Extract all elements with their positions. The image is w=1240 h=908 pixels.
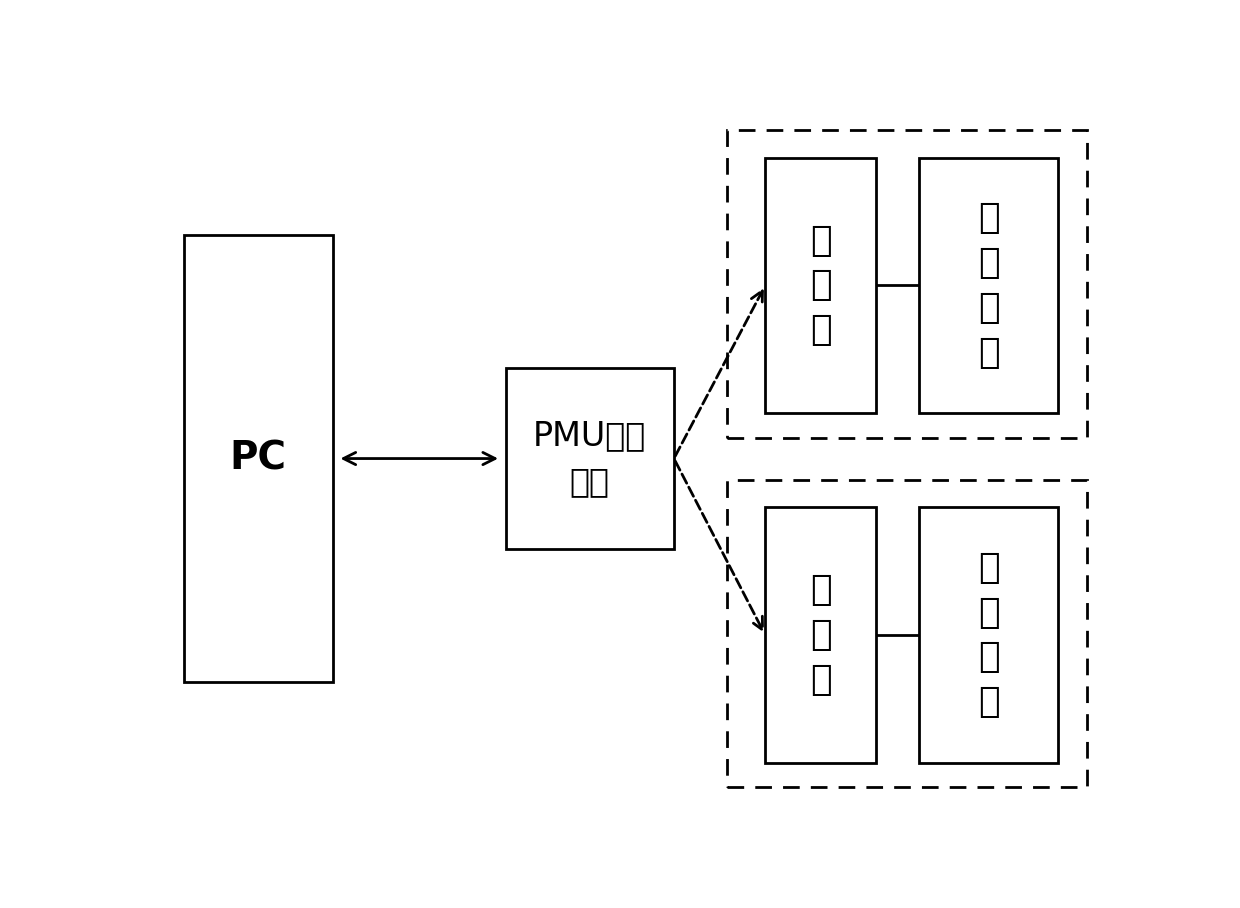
- Text: 接
口
板: 接 口 板: [810, 223, 831, 347]
- Text: PMU测量
单元: PMU测量 单元: [533, 419, 646, 498]
- Text: 接
口
板: 接 口 板: [810, 573, 831, 696]
- Bar: [765, 508, 875, 763]
- Bar: [727, 479, 1087, 787]
- Bar: [506, 368, 675, 549]
- Bar: [919, 508, 1059, 763]
- Text: PC: PC: [229, 439, 286, 478]
- Bar: [727, 130, 1087, 438]
- Bar: [765, 158, 875, 413]
- Bar: [184, 235, 332, 682]
- Text: 闪
存
芯
片: 闪 存 芯 片: [978, 551, 999, 719]
- Text: 校
准
装
置: 校 准 装 置: [978, 202, 999, 370]
- Bar: [919, 158, 1059, 413]
